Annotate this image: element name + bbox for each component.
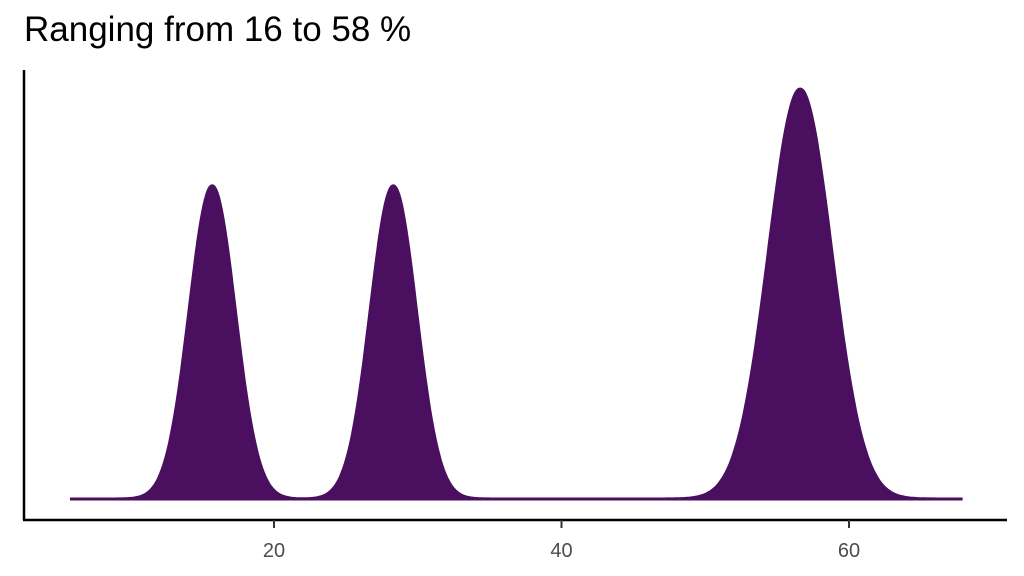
x-tick-label: 20: [263, 540, 285, 562]
x-axis-ticks: 20 40 60: [263, 520, 860, 562]
chart-title: Ranging from 16 to 58 %: [24, 10, 412, 49]
density-area: [69, 87, 963, 501]
x-tick-label: 60: [838, 540, 860, 562]
x-tick-label: 40: [550, 540, 572, 562]
